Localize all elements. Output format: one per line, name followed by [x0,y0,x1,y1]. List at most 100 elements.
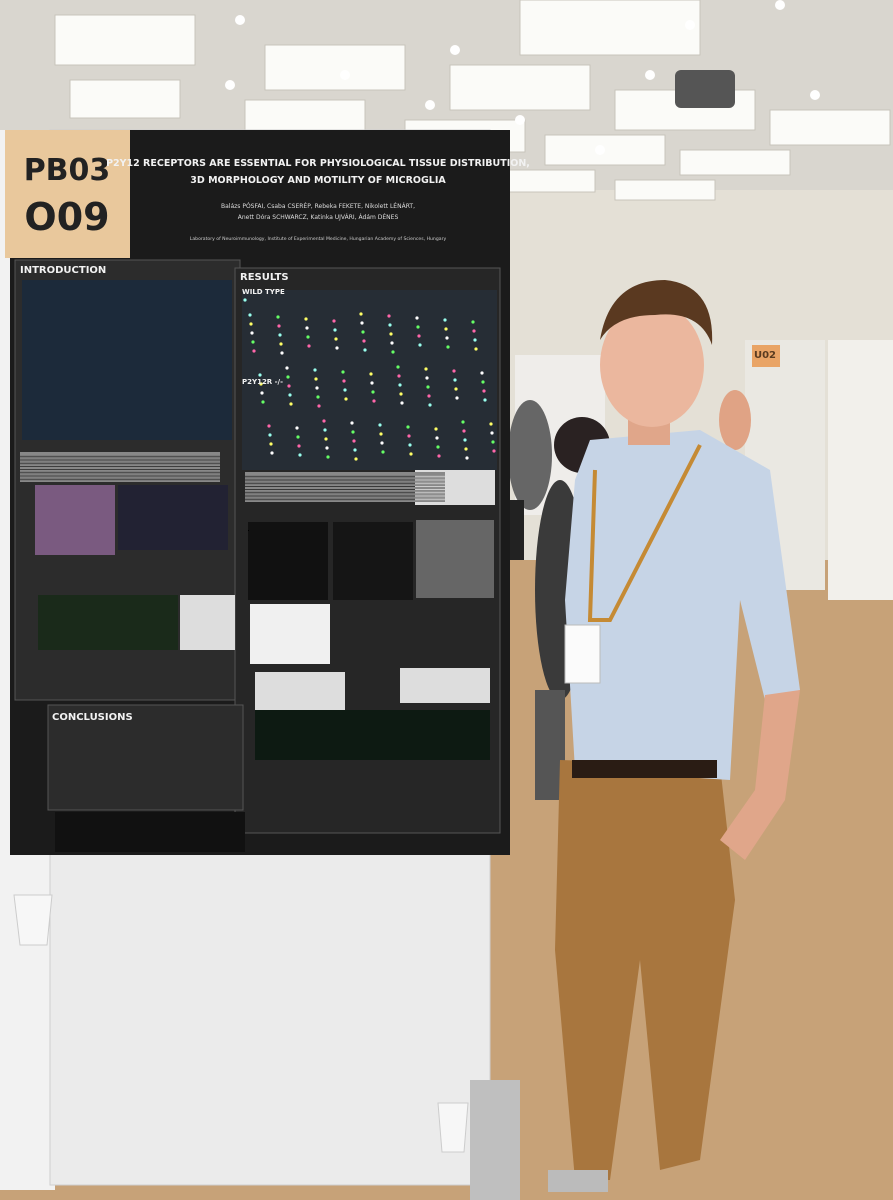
microglia-dot [341,370,345,374]
text-block-line [20,463,220,465]
microglia-dot [453,378,457,382]
cup [437,1102,469,1153]
microglia-dot [267,424,271,428]
microglia-dot [406,425,410,429]
person-shoe [548,1170,608,1192]
ceiling-light-panel [54,14,196,66]
name-badge [564,624,601,684]
background-person [508,400,552,510]
microglia-dot [243,298,247,302]
microglia-dot [400,401,404,405]
microglia-dot [314,377,318,381]
microglia-dot [380,441,384,445]
logo-strip [55,812,245,852]
microglia-dot [480,371,484,375]
text-block-line [20,477,220,479]
ceiling-light-panel [544,134,666,166]
microglia-dot [398,383,402,387]
poster-authors: Balázs PÓSFAI, Csaba CSERÉP, Rebeka FEKE… [221,202,415,210]
text-block-line [20,457,220,459]
microglia-dot [251,340,255,344]
microglia-dot [306,335,310,339]
microglia-dot [399,392,403,396]
microglia-dot [260,391,264,395]
poster-affiliation: Laboratory of Neuroimmunology, Institute… [190,236,447,242]
downlight [685,20,695,30]
figure-image [255,710,490,760]
microglia-dot [437,454,441,458]
background-person [719,390,751,450]
downlight [595,145,605,155]
microglia-dot [335,346,339,350]
figure-image [22,280,232,440]
text-block-line [20,452,220,454]
poster-title: P2Y12 RECEPTORS ARE ESSENTIAL FOR PHYSIO… [106,158,530,169]
text-block-line [20,460,220,462]
figure-image [118,485,228,550]
text-block-line [20,471,220,473]
microglia-dot [280,351,284,355]
microglia-dot [344,397,348,401]
microglia-dot [454,387,458,391]
text-block-line [245,480,445,482]
text-block-line [245,472,445,474]
microglia-dot [332,319,336,323]
microglia-dot [313,368,317,372]
text-block-line [245,475,445,477]
text-block-line [245,494,445,496]
text-block-line [245,490,445,492]
ceiling-light-panel [679,149,791,176]
poster-authors: Anett Dóra SCHWARCZ, Katinka UJVÁRI, Ádá… [238,213,399,221]
microglia-dot [295,426,299,430]
microglia-dot [352,439,356,443]
microglia-dot [307,344,311,348]
figure-image [333,522,413,600]
microglia-dot [446,345,450,349]
text-block-line [245,486,445,488]
section-heading: RESULTS [240,272,289,283]
microglia-dot [409,452,413,456]
poster-texts: PB03 O09 P2Y12 RECEPTORS ARE ESSENTIAL F… [20,153,776,723]
microglia-dot [465,456,469,460]
microglia-dot [289,402,293,406]
microglia-dot [353,448,357,452]
person-hair [600,280,713,345]
text-block-line [245,488,445,490]
microglia-dot [370,381,374,385]
microglia-dot [288,393,292,397]
microglia-dot [492,449,496,453]
microglia-dot [305,326,309,330]
microglia-dot [304,317,308,321]
microglia-dot [445,336,449,340]
microglia-dot [259,382,263,386]
microglia-dot [462,429,466,433]
microglia-dot [270,451,274,455]
microglia-dot [277,324,281,328]
figure-image [248,530,249,531]
microglia-dot [363,348,367,352]
downlight [645,70,655,80]
board-code-1: PB03 [24,153,111,188]
figure-image [248,522,328,600]
text-block-line [20,473,220,475]
microglia-dot [285,366,289,370]
figure-image [38,595,178,650]
microglia-dot [287,384,291,388]
person-belt [572,760,717,778]
microglia-dot [482,389,486,393]
microglia-dot [491,440,495,444]
microglia-dot [389,332,393,336]
microglia-dot [483,398,487,402]
microglia-dot [489,422,493,426]
microglia-dot [315,386,319,390]
text-block-line [20,466,220,468]
text-block-line [245,477,445,479]
microglia-dot [473,338,477,342]
downlight [225,80,235,90]
text-block-line [20,461,220,463]
microglia-dot [316,395,320,399]
microglia-dot [359,312,363,316]
text-block-line [20,480,220,482]
